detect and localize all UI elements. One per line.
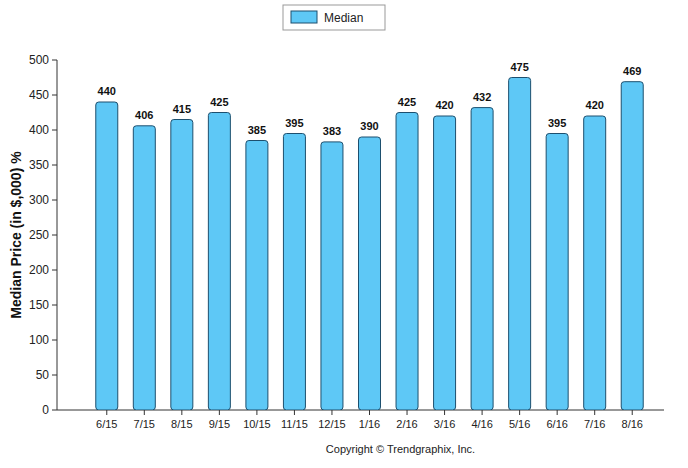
x-tick-label: 9/15 — [209, 418, 230, 430]
y-tick-label: 350 — [29, 158, 49, 172]
data-label: 425 — [210, 96, 228, 108]
legend-swatch — [291, 11, 317, 23]
data-label: 420 — [586, 99, 604, 111]
x-tick — [219, 410, 220, 415]
data-label: 390 — [360, 120, 378, 132]
x-tick — [331, 410, 332, 415]
y-tick — [52, 270, 57, 271]
y-tick-label: 300 — [29, 193, 49, 207]
bar — [509, 78, 531, 411]
y-tick — [52, 200, 57, 201]
x-tick-label: 2/16 — [396, 418, 417, 430]
bar — [584, 116, 606, 410]
y-tick-label: 250 — [29, 228, 49, 242]
y-tick-label: 50 — [36, 368, 50, 382]
bar — [133, 126, 155, 410]
bar — [321, 142, 343, 410]
y-tick — [52, 410, 57, 411]
legend: Median — [283, 5, 385, 30]
bar — [621, 82, 643, 410]
x-tick-label: 8/16 — [622, 418, 643, 430]
bar — [359, 137, 381, 410]
bar — [546, 134, 568, 411]
bar — [208, 113, 230, 411]
x-tick-label: 10/15 — [243, 418, 271, 430]
data-label: 469 — [623, 65, 641, 77]
y-tick-label: 450 — [29, 88, 49, 102]
x-tick — [369, 410, 370, 415]
x-tick — [632, 410, 633, 415]
data-label: 425 — [398, 96, 416, 108]
y-tick-label: 400 — [29, 123, 49, 137]
y-axis-label: Median Price (in $,000) % — [8, 151, 24, 319]
bar — [396, 113, 418, 411]
y-tick-label: 200 — [29, 263, 49, 277]
x-tick — [256, 410, 257, 415]
x-tick — [519, 410, 520, 415]
x-tick-label: 4/16 — [471, 418, 492, 430]
x-tick-label: 8/15 — [171, 418, 192, 430]
y-tick — [52, 130, 57, 131]
bar — [283, 134, 305, 411]
chart: 0 50 100 150 200 250 300 350 400 450 500 6/15 7/15 8/… — [0, 0, 688, 468]
data-label: 383 — [323, 125, 341, 137]
legend-box — [283, 5, 385, 30]
legend-label: Median — [324, 11, 363, 25]
x-tick-label: 12/15 — [318, 418, 346, 430]
y-tick — [52, 340, 57, 341]
x-tick-label: 1/16 — [359, 418, 380, 430]
x-tick — [181, 410, 182, 415]
data-label: 385 — [248, 124, 266, 136]
annotation: Copyright © Trendgraphix, Inc. — [326, 443, 475, 455]
bar — [471, 108, 493, 410]
x-tick — [144, 410, 145, 415]
bar — [434, 116, 456, 410]
x-tick-label: 3/16 — [434, 418, 455, 430]
y-tick — [52, 165, 57, 166]
data-label: 475 — [510, 61, 528, 73]
y-tick — [52, 95, 57, 96]
data-label: 432 — [473, 91, 491, 103]
data-label: 406 — [135, 109, 153, 121]
x-tick — [106, 410, 107, 415]
x-tick — [594, 410, 595, 415]
x-tick-label: 11/15 — [281, 418, 308, 430]
x-tick-label: 7/15 — [134, 418, 155, 430]
x-tick-label: 7/16 — [584, 418, 605, 430]
x-tick-label: 6/15 — [96, 418, 117, 430]
data-label: 395 — [548, 117, 566, 129]
y-tick — [52, 235, 57, 236]
data-label: 395 — [285, 117, 303, 129]
data-label: 415 — [173, 103, 191, 115]
x-tick — [482, 410, 483, 415]
y-tick — [52, 375, 57, 376]
bars — [96, 78, 643, 411]
x-tick-label: 5/16 — [509, 418, 530, 430]
data-label: 440 — [98, 85, 116, 97]
bar — [171, 120, 193, 411]
y-tick — [52, 305, 57, 306]
x-tick — [557, 410, 558, 415]
y-tick — [52, 60, 57, 61]
x-tick — [444, 410, 445, 415]
data-label: 420 — [435, 99, 453, 111]
y-tick-label: 500 — [29, 53, 49, 67]
bar — [96, 102, 118, 410]
y-tick-label: 150 — [29, 298, 49, 312]
y-tick-label: 0 — [42, 403, 49, 417]
x-tick-label: 6/16 — [546, 418, 567, 430]
x-tick — [294, 410, 295, 415]
bar — [246, 141, 268, 411]
y-tick-label: 100 — [29, 333, 49, 347]
x-tick — [407, 410, 408, 415]
